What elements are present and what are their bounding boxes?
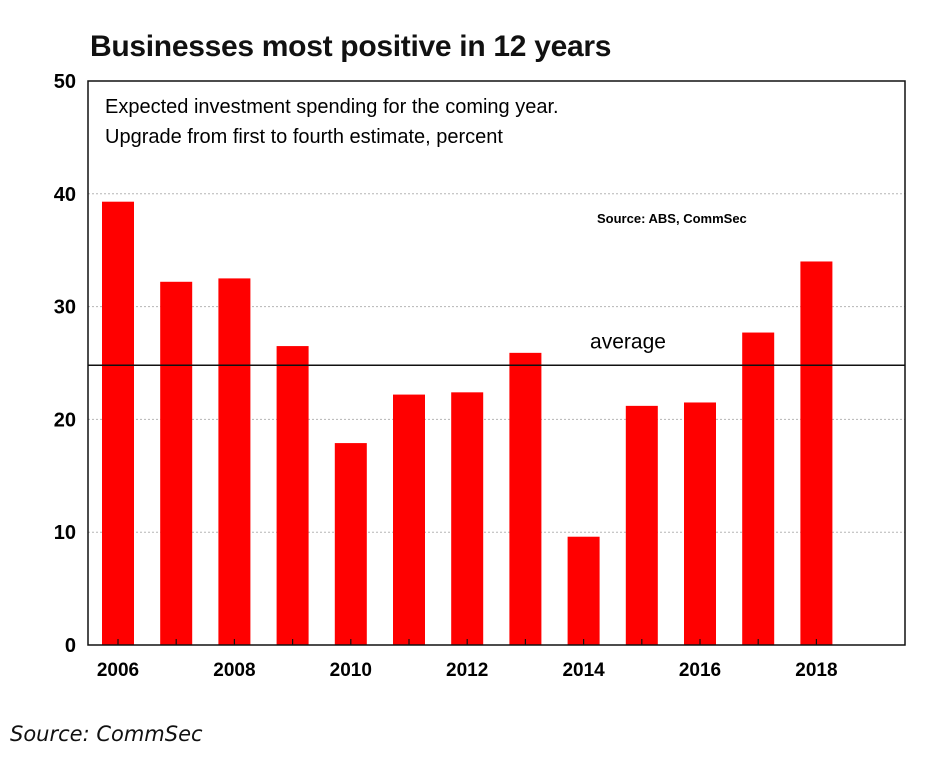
x-tick-labels: 2006 2008 2010 2012 2014 2016 2018 — [97, 660, 838, 681]
y-tick-label: 40 — [54, 184, 76, 206]
average-label: average — [590, 330, 666, 353]
x-tick-label: 2016 — [679, 660, 721, 681]
axis-ticks — [117, 639, 818, 645]
subtitle-line-2: Upgrade from first to fourth estimate, p… — [105, 126, 503, 148]
bar-2018 — [800, 261, 833, 645]
bar-2012 — [451, 392, 484, 645]
bar-2015 — [625, 405, 658, 645]
y-tick-label: 50 — [54, 71, 76, 93]
y-tick-label: 0 — [65, 635, 76, 657]
y-tick-label: 10 — [54, 522, 76, 544]
x-tick-label: 2012 — [446, 660, 488, 681]
x-tick-label: 2018 — [795, 660, 837, 681]
bar-2006 — [102, 201, 134, 646]
chart-title: Businesses most positive in 12 years — [90, 30, 612, 63]
bars — [102, 201, 833, 646]
y-tick-label: 20 — [54, 409, 76, 431]
bar-2011 — [393, 394, 425, 645]
bar-2010 — [334, 443, 367, 645]
gridlines — [88, 193, 905, 533]
y-tick-labels: 0 10 20 30 40 50 — [54, 71, 76, 657]
x-tick-label: 2008 — [213, 660, 255, 681]
x-tick-label: 2014 — [562, 660, 605, 681]
bar-2007 — [160, 281, 193, 645]
bar-2009 — [276, 346, 309, 645]
subtitle-line-1: Expected investment spending for the com… — [105, 96, 559, 118]
x-tick-label: 2010 — [330, 660, 372, 681]
bar-2016 — [684, 402, 716, 645]
bar-2014 — [567, 536, 600, 645]
y-tick-label: 30 — [54, 297, 76, 319]
source-note: Source: ABS, CommSec — [597, 211, 747, 226]
plot-frame — [87, 80, 906, 646]
x-tick-label: 2006 — [97, 660, 139, 681]
bar-2008 — [218, 278, 251, 645]
bar-2013 — [509, 352, 542, 645]
bar-2017 — [742, 332, 775, 645]
footer-source: Source: CommSec — [10, 722, 203, 746]
